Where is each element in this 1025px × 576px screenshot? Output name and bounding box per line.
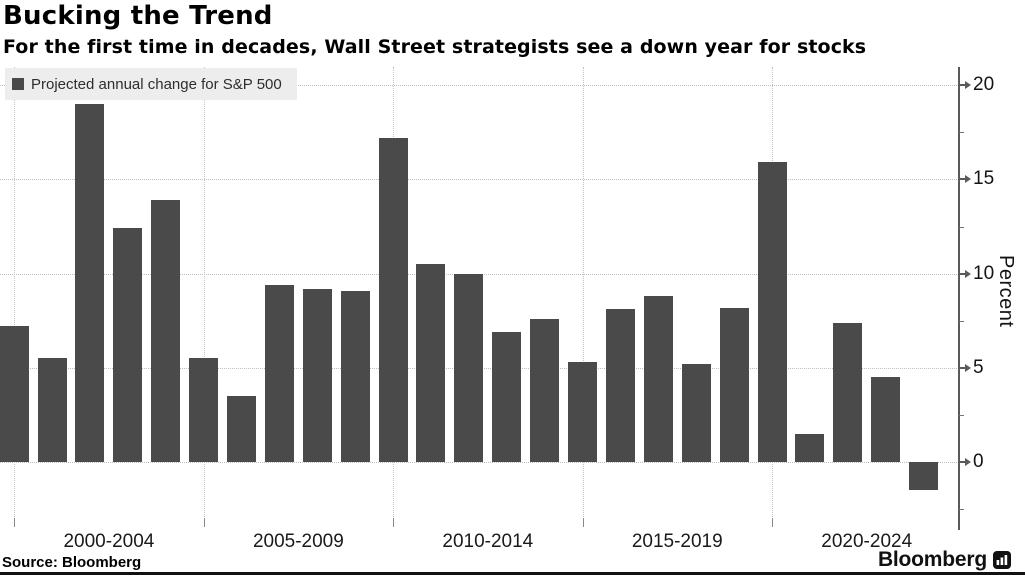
y-axis-tick-label: 20 (973, 74, 995, 96)
chart-title: Bucking the Trend (3, 1, 273, 31)
bar-2002 (113, 228, 143, 462)
y-axis-tick-arrow (965, 363, 971, 372)
gridline-vertical (203, 67, 205, 521)
x-axis-group-label: 2005-2009 (252, 531, 344, 552)
bar-2010 (416, 264, 446, 462)
legend-label: Projected annual change for S&P 500 (31, 75, 282, 93)
y-axis-tick (959, 366, 966, 369)
y-axis-title: Percent (995, 255, 1017, 328)
bar-2014 (568, 362, 598, 462)
y-axis-tick-label: 10 (973, 262, 995, 284)
bar-2020 (795, 433, 825, 462)
gridline-horizontal (0, 179, 959, 181)
x-axis-group-label: 2020-2024 (821, 531, 913, 552)
x-axis-tick (203, 518, 205, 527)
y-axis-tick-arrow (965, 175, 971, 184)
y-axis-minor-tick (959, 509, 964, 511)
bar-2011 (454, 273, 484, 462)
y-axis-tick-arrow (965, 269, 971, 278)
y-axis-tick-label: 15 (973, 168, 995, 190)
y-axis-minor-tick (959, 320, 964, 322)
x-axis-group-label: 2015-2019 (631, 531, 723, 552)
bar-2007 (302, 288, 332, 462)
bar-2001 (75, 104, 105, 462)
legend: Projected annual change for S&P 500 (5, 68, 297, 100)
y-axis-line (958, 67, 960, 530)
brand-mark: Bloomberg (878, 548, 1011, 572)
y-axis-tick (959, 178, 966, 181)
bar-2005 (227, 396, 257, 462)
y-axis-minor-tick (959, 226, 964, 228)
y-axis-tick (959, 461, 966, 463)
gridline-vertical (582, 67, 584, 521)
bar-2013 (530, 318, 560, 462)
x-axis-tick (582, 518, 584, 527)
y-axis-tick-label: 0 (973, 451, 984, 472)
legend-swatch (12, 78, 24, 90)
x-axis-tick (14, 518, 16, 527)
chart-subtitle: For the first time in decades, Wall Stre… (3, 36, 867, 58)
source-note: Source: Bloomberg (2, 554, 142, 571)
bar-2004 (189, 358, 219, 462)
y-axis-tick-label: 5 (973, 356, 984, 378)
bar-2019 (757, 162, 787, 462)
bar-2006 (264, 284, 294, 462)
y-axis-tick-arrow (965, 458, 971, 466)
bar-2023 (909, 462, 939, 491)
gridline-horizontal (0, 85, 959, 87)
brand-name: Bloomberg (877, 548, 987, 571)
bar-2018 (719, 307, 749, 462)
y-axis-tick (959, 272, 966, 275)
x-axis-group-label: 2010-2014 (442, 531, 534, 552)
y-axis-tick-arrow (965, 81, 971, 90)
x-axis-tick (772, 518, 773, 527)
bar-chart-icon (993, 551, 1011, 569)
bar-2017 (681, 364, 711, 462)
bar-2015 (605, 309, 635, 462)
bar-2008 (340, 290, 370, 462)
bar-2016 (643, 296, 673, 462)
bar-1999 (0, 326, 29, 462)
bar-2003 (151, 200, 181, 462)
x-axis-group-label: 2000-2004 (63, 531, 155, 552)
y-axis-tick (959, 84, 966, 87)
y-axis-minor-tick (959, 132, 964, 134)
bar-2022 (871, 377, 901, 462)
x-axis-tick (393, 518, 395, 527)
y-axis-minor-tick (959, 414, 964, 416)
bar-2012 (492, 332, 522, 462)
bottom-rule (0, 572, 1025, 575)
bar-2021 (833, 322, 863, 462)
gridline-vertical (14, 67, 16, 521)
gridline-horizontal (0, 462, 959, 463)
bar-2000 (37, 358, 67, 462)
bar-2009 (378, 137, 408, 462)
